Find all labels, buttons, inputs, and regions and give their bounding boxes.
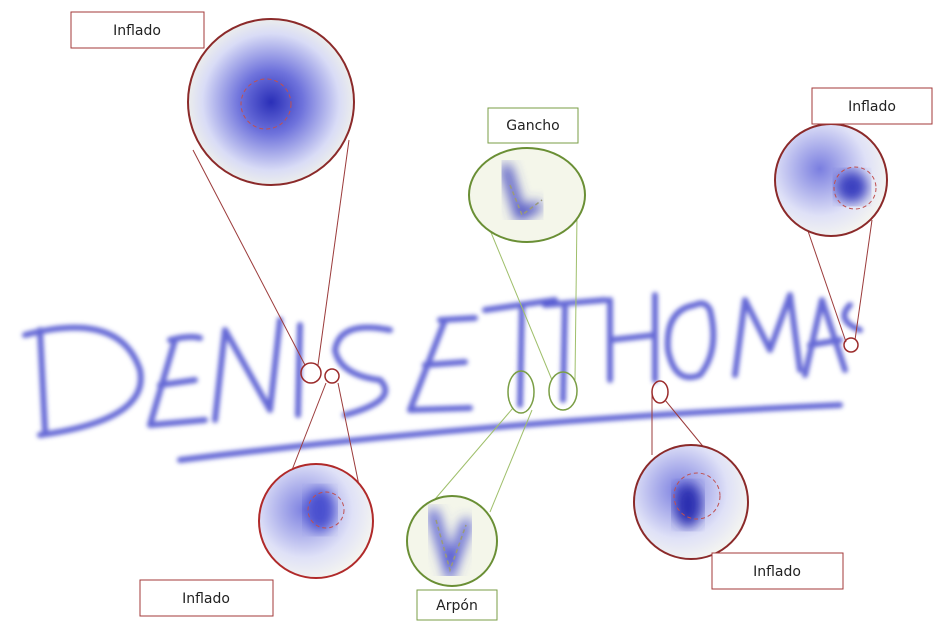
label-box <box>711 552 844 590</box>
markers <box>300 337 859 414</box>
labels: Inflado Gancho Inflado Inflado Arpón Inf… <box>70 11 933 621</box>
label: Arpón <box>436 598 478 614</box>
label: Inflado <box>113 23 161 39</box>
label: Inflado <box>848 99 896 115</box>
label-box <box>487 107 579 144</box>
label: Inflado <box>753 564 801 580</box>
handwriting <box>22 292 863 463</box>
label: Gancho <box>506 118 559 134</box>
connectors <box>192 139 873 513</box>
label: Inflado <box>182 591 230 607</box>
label-box <box>70 11 205 49</box>
label-box <box>139 579 274 617</box>
magnifiers <box>187 18 888 587</box>
label-box <box>416 589 498 621</box>
label-box <box>811 87 933 125</box>
